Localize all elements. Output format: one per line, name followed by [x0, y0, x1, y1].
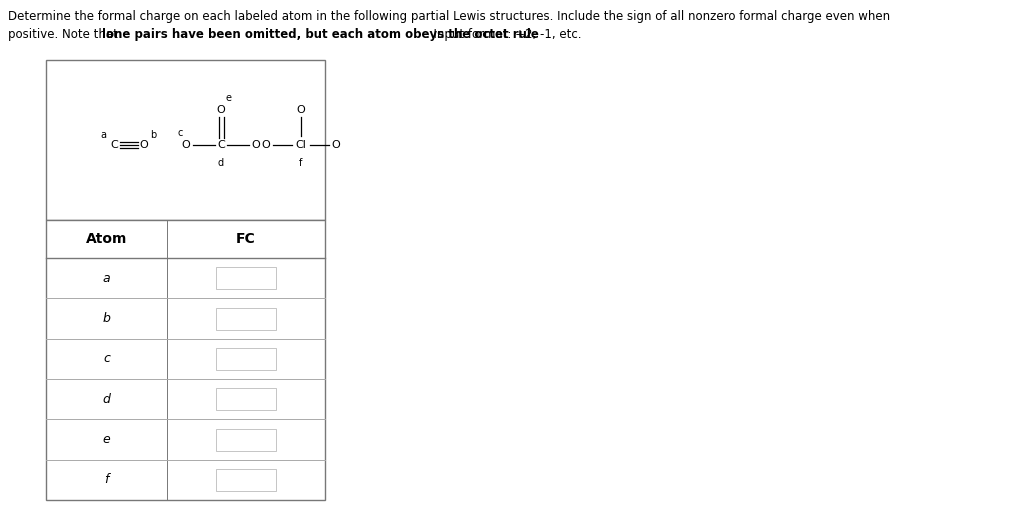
Text: O: O: [139, 140, 148, 150]
Bar: [216, 348, 276, 370]
Text: FC: FC: [237, 232, 256, 246]
Text: Cl: Cl: [296, 140, 306, 150]
Text: f: f: [104, 473, 109, 486]
Text: O: O: [332, 140, 340, 150]
Bar: [46, 60, 325, 220]
Text: . Input format: +2, -1, etc.: . Input format: +2, -1, etc.: [426, 28, 581, 41]
Text: e: e: [225, 93, 231, 103]
Text: Atom: Atom: [86, 232, 127, 246]
Text: C: C: [217, 140, 225, 150]
Text: Determine the formal charge on each labeled atom in the following partial Lewis : Determine the formal charge on each labe…: [8, 10, 890, 23]
Bar: [216, 469, 276, 491]
Bar: [216, 388, 276, 410]
Text: O: O: [261, 140, 270, 150]
Text: O: O: [252, 140, 260, 150]
Text: O: O: [181, 140, 190, 150]
Text: f: f: [299, 158, 303, 168]
Text: O: O: [217, 105, 225, 115]
Bar: [46, 220, 325, 500]
Text: d: d: [102, 392, 111, 406]
Text: positive. Note that: positive. Note that: [8, 28, 122, 41]
Text: a: a: [102, 272, 111, 285]
Text: O: O: [297, 105, 305, 115]
Text: d: d: [218, 158, 224, 168]
Text: lone pairs have been omitted, but each atom obeys the octet rule: lone pairs have been omitted, but each a…: [102, 28, 540, 41]
Text: b: b: [102, 312, 111, 325]
Bar: [216, 307, 276, 329]
Text: a: a: [100, 130, 106, 140]
Bar: [216, 429, 276, 450]
Text: c: c: [103, 352, 110, 365]
Text: C: C: [111, 140, 118, 150]
Text: c: c: [177, 128, 182, 138]
Text: b: b: [150, 130, 156, 140]
Text: e: e: [102, 433, 111, 446]
Bar: [216, 267, 276, 289]
